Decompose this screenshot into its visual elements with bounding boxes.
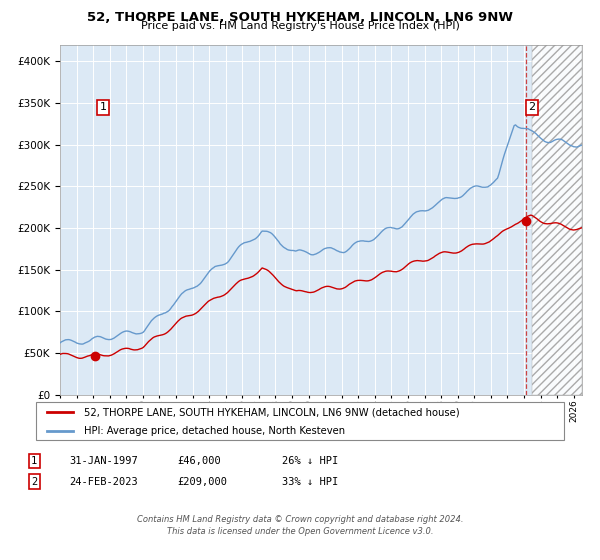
Text: 2: 2 bbox=[529, 102, 536, 113]
Text: 33% ↓ HPI: 33% ↓ HPI bbox=[282, 477, 338, 487]
Text: 1: 1 bbox=[31, 456, 37, 466]
Text: Price paid vs. HM Land Registry's House Price Index (HPI): Price paid vs. HM Land Registry's House … bbox=[140, 21, 460, 31]
Text: Contains HM Land Registry data © Crown copyright and database right 2024.: Contains HM Land Registry data © Crown c… bbox=[137, 515, 463, 524]
Text: 26% ↓ HPI: 26% ↓ HPI bbox=[282, 456, 338, 466]
Text: 24-FEB-2023: 24-FEB-2023 bbox=[69, 477, 138, 487]
Text: This data is licensed under the Open Government Licence v3.0.: This data is licensed under the Open Gov… bbox=[167, 528, 433, 536]
Text: £209,000: £209,000 bbox=[177, 477, 227, 487]
Text: 1: 1 bbox=[100, 102, 106, 113]
Text: £46,000: £46,000 bbox=[177, 456, 221, 466]
Text: 31-JAN-1997: 31-JAN-1997 bbox=[69, 456, 138, 466]
Text: 52, THORPE LANE, SOUTH HYKEHAM, LINCOLN, LN6 9NW (detached house): 52, THORPE LANE, SOUTH HYKEHAM, LINCOLN,… bbox=[83, 407, 459, 417]
Bar bbox=[532, 45, 582, 395]
Text: HPI: Average price, detached house, North Kesteven: HPI: Average price, detached house, Nort… bbox=[83, 426, 344, 436]
Text: 52, THORPE LANE, SOUTH HYKEHAM, LINCOLN, LN6 9NW: 52, THORPE LANE, SOUTH HYKEHAM, LINCOLN,… bbox=[87, 11, 513, 24]
FancyBboxPatch shape bbox=[36, 402, 564, 440]
Text: 2: 2 bbox=[31, 477, 37, 487]
Bar bbox=[532, 45, 582, 395]
